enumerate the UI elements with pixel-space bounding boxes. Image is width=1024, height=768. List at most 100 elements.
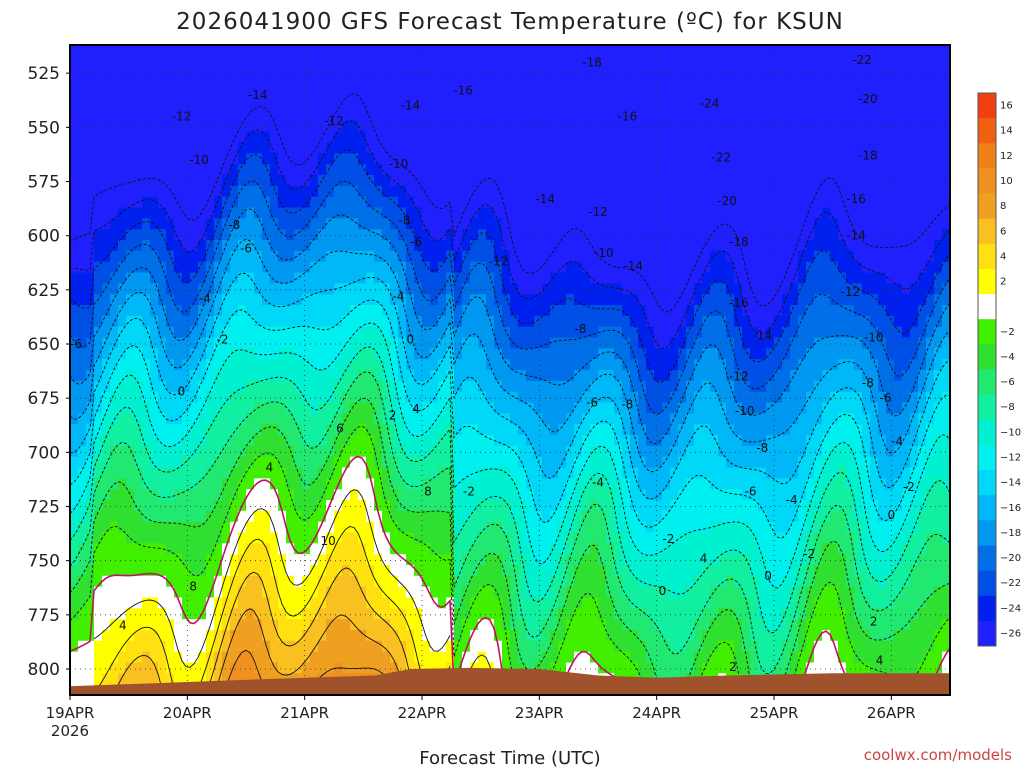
field-cell (518, 337, 527, 349)
field-cell (510, 207, 519, 219)
field-cell (598, 651, 607, 664)
field-cell (622, 510, 631, 523)
field-cell (270, 359, 279, 371)
field-cell (630, 391, 639, 404)
field-cell (222, 359, 231, 371)
field-cell (542, 315, 551, 328)
field-cell (686, 142, 695, 154)
field-cell (102, 164, 111, 176)
field-cell (598, 359, 607, 371)
field-cell (294, 500, 303, 512)
field-cell (446, 294, 455, 306)
field-cell (606, 630, 615, 642)
field-cell (502, 131, 511, 144)
field-cell (382, 99, 391, 111)
field-cell (302, 662, 311, 674)
field-cell (366, 359, 375, 371)
field-cell (454, 370, 463, 382)
field-cell (558, 370, 567, 382)
field-cell (350, 55, 359, 68)
field-cell (614, 543, 623, 555)
field-cell (254, 500, 263, 512)
field-cell (278, 164, 287, 176)
field-cell (686, 348, 695, 360)
field-cell (374, 435, 383, 447)
field-cell (278, 608, 287, 620)
field-cell (118, 283, 127, 295)
field-cell (310, 380, 319, 393)
field-cell (102, 45, 111, 57)
field-cell (70, 326, 79, 339)
field-cell (342, 131, 351, 144)
field-cell (278, 272, 287, 284)
field-cell (486, 370, 495, 382)
field-cell (102, 500, 111, 512)
field-cell (126, 543, 135, 555)
field-cell (198, 619, 207, 631)
field-cell (166, 326, 175, 339)
field-cell (454, 240, 463, 252)
field-cell (478, 359, 487, 371)
field-cell (686, 554, 695, 566)
field-cell (646, 489, 655, 501)
field-cell (398, 142, 407, 154)
field-cell (638, 532, 647, 544)
field-cell (638, 153, 647, 165)
field-cell (598, 261, 607, 274)
field-cell (78, 500, 87, 512)
field-cell (310, 348, 319, 360)
field-cell (398, 315, 407, 328)
field-cell (582, 651, 591, 664)
field-cell (374, 619, 383, 631)
field-cell (598, 45, 607, 57)
field-cell (270, 380, 279, 393)
field-cell (558, 608, 567, 620)
field-cell (678, 608, 687, 620)
field-cell (134, 402, 143, 414)
field-cell (286, 380, 295, 393)
field-cell (350, 489, 359, 501)
field-cell (542, 250, 551, 263)
field-cell (198, 391, 207, 404)
field-cell (566, 261, 575, 274)
field-cell (286, 294, 295, 306)
field-cell (94, 554, 103, 566)
field-cell (462, 110, 471, 122)
field-cell (430, 153, 439, 165)
field-cell (390, 532, 399, 544)
field-cell (270, 402, 279, 414)
field-cell (494, 66, 503, 79)
field-cell (638, 586, 647, 599)
field-cell (558, 565, 567, 577)
field-cell (446, 500, 455, 512)
field-cell (174, 185, 183, 198)
field-cell (86, 456, 95, 469)
field-cell (134, 99, 143, 111)
field-cell (702, 597, 711, 609)
field-cell (646, 359, 655, 371)
field-cell (486, 196, 495, 209)
field-cell (678, 110, 687, 122)
field-cell (606, 99, 615, 111)
field-cell (174, 218, 183, 230)
field-cell (678, 283, 687, 295)
field-cell (494, 370, 503, 382)
field-cell (598, 164, 607, 176)
field-cell (374, 185, 383, 198)
field-cell (494, 391, 503, 404)
field-cell (518, 229, 527, 241)
field-cell (334, 640, 343, 653)
field-cell (142, 120, 151, 133)
field-cell (214, 131, 223, 144)
field-cell (374, 120, 383, 133)
field-cell (94, 196, 103, 209)
field-cell (518, 294, 527, 306)
field-cell (470, 66, 479, 79)
field-cell (462, 229, 471, 241)
field-cell (382, 391, 391, 404)
field-cell (510, 88, 519, 100)
field-cell (110, 272, 119, 284)
field-cell (78, 380, 87, 393)
field-cell (622, 88, 631, 100)
field-cell (342, 510, 351, 523)
